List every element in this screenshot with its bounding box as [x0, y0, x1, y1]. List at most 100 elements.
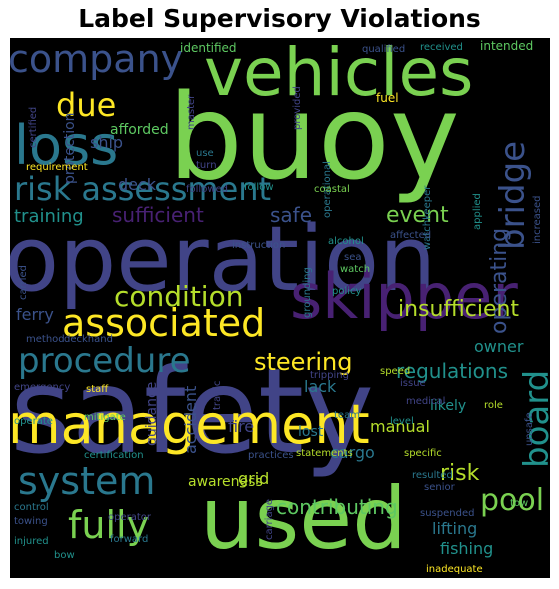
cloud-word-policy: policy — [332, 286, 362, 297]
cloud-word-qualified: qualified — [362, 44, 405, 55]
cloud-word-increased: increased — [532, 196, 543, 245]
cloud-word-emergency: emergency — [14, 382, 70, 393]
cloud-word-lost: lost — [298, 424, 324, 440]
cloud-word-unsafe: unsafe — [524, 412, 535, 446]
cloud-word-lifting: lifting — [432, 519, 477, 538]
chart-title: Label Supervisory Violations — [78, 4, 481, 33]
cloud-word-system: system — [18, 459, 155, 503]
cloud-word-pool: pool — [480, 483, 544, 518]
cloud-word-intended: intended — [480, 39, 533, 53]
cloud-word-tow: tow — [510, 498, 528, 509]
cloud-word-grid: grid — [238, 469, 269, 488]
cloud-word-likely: likely — [430, 398, 466, 414]
cloud-word-medical: medical — [406, 396, 445, 407]
cloud-word-event: event — [386, 203, 449, 228]
cloud-word-towing: towing — [14, 516, 48, 527]
cloud-word-bridge: bridge — [493, 141, 533, 250]
cloud-word-regulations: regulations — [396, 359, 508, 383]
cloud-word-manual: manual — [370, 417, 430, 436]
cloud-word-operate: operate — [14, 416, 53, 427]
cloud-word-safe: safe — [270, 203, 312, 227]
cloud-word-accident: accident — [181, 386, 200, 454]
cloud-word-awareness: awareness — [188, 474, 263, 490]
cloud-word-certification: certification — [84, 450, 144, 461]
cloud-word-coastal: coastal — [314, 184, 350, 195]
cloud-word-followed: followed — [186, 184, 228, 195]
cloud-word-team: team — [334, 410, 360, 421]
cloud-word-staff: staff — [86, 384, 109, 395]
cloud-word-affected: affected — [390, 230, 431, 241]
cloud-word-alcohol: alcohol — [328, 236, 364, 247]
cloud-word-suspended: suspended — [420, 508, 474, 519]
cloud-word-training: training — [14, 206, 84, 227]
cloud-word-applied: applied — [472, 193, 483, 230]
cloud-word-owner: owner — [474, 337, 524, 356]
cloud-word-safety: safety — [10, 342, 374, 480]
cloud-word-operational: operational — [322, 161, 333, 218]
cloud-word-ferry: ferry — [16, 305, 54, 324]
cloud-word-watchkeeper: watchkeeper — [422, 185, 433, 250]
cloud-word-fire: fire — [228, 417, 254, 436]
cloud-word-ship: ship — [90, 133, 123, 152]
cloud-word-sea: sea — [344, 252, 362, 263]
cloud-word-vehicles: vehicles — [204, 38, 473, 111]
word-cloud: safety operation buoy used management vehicle… — [10, 38, 550, 578]
cloud-word-protection: protection — [62, 112, 78, 184]
cloud-word-fishing: fishing — [440, 539, 493, 558]
cloud-word-bow: bow — [54, 550, 75, 561]
cloud-word-specific: specific — [404, 448, 442, 459]
cloud-word-guidance: guidance — [144, 382, 160, 446]
cloud-word-deck: deck — [118, 175, 157, 194]
cloud-word-steering: steering — [254, 348, 352, 376]
cloud-word-statements: statements — [296, 448, 353, 459]
cloud-word-certified: certified — [28, 107, 39, 148]
cloud-word-provided: provided — [292, 86, 303, 130]
cloud-word-senior: senior — [424, 482, 456, 493]
cloud-word-fuel: fuel — [376, 91, 399, 105]
cloud-word-tripping: tripping — [310, 370, 349, 381]
cloud-word-issue: issue — [400, 378, 426, 389]
cloud-word-resulted: resulted — [412, 470, 453, 481]
cloud-word-instruction: instruction — [232, 240, 285, 251]
cloud-word-use: use — [196, 148, 214, 159]
cloud-word-operating: operating — [487, 228, 512, 334]
cloud-word-operator: operator — [108, 512, 152, 523]
cloud-word-requirement: requirement — [26, 162, 88, 173]
cloud-word-loss: loss — [14, 114, 118, 177]
cloud-word-practices: practices — [248, 450, 294, 461]
cloud-word-traffic: traffic — [212, 381, 223, 410]
cloud-word-buoy: buoy — [168, 68, 460, 206]
cloud-word-skipper: skipper — [290, 260, 518, 333]
cloud-word-sufficient: sufficient — [112, 203, 204, 227]
cloud-word-watch: watch — [340, 264, 370, 275]
cloud-word-master: master — [186, 94, 197, 130]
cloud-word-mitigate: mitigate — [84, 412, 126, 423]
cloud-word-grounding: grounding — [302, 267, 313, 318]
cloud-word-procedure: procedure — [18, 341, 191, 381]
cloud-word-control: control — [14, 502, 49, 513]
cloud-word-afforded: afforded — [110, 122, 169, 138]
cloud-word-follow: follow — [244, 182, 274, 193]
cloud-word-carriage: carriage — [264, 499, 275, 540]
cloud-word-associated: associated — [62, 301, 265, 345]
cloud-word-condition: condition — [114, 280, 243, 313]
cloud-word-contributing: contributing — [276, 495, 398, 519]
cloud-word-fully: fully — [68, 503, 149, 547]
cloud-word-speed: speed — [380, 366, 410, 377]
cloud-word-lack: lack — [304, 377, 337, 396]
cloud-word-received: received — [420, 42, 463, 53]
cloud-word-risk: risk — [440, 461, 480, 486]
cloud-word-injured: injured — [14, 536, 49, 547]
cloud-word-board: board — [517, 370, 550, 468]
cloud-word-management: management — [10, 393, 370, 456]
cloud-word-risk-assessment: risk assessment — [14, 170, 271, 208]
cloud-word-level: level — [390, 416, 414, 427]
cloud-word-turn: turn — [196, 160, 217, 171]
cloud-word-forward: forward — [110, 534, 148, 545]
cloud-word-carried: carried — [18, 265, 29, 300]
cloud-word-due: due — [56, 86, 116, 124]
cloud-word-role: role — [484, 400, 503, 411]
cloud-word-deckhand: deckhand — [64, 334, 113, 345]
cloud-word-operation: operation — [10, 207, 436, 312]
